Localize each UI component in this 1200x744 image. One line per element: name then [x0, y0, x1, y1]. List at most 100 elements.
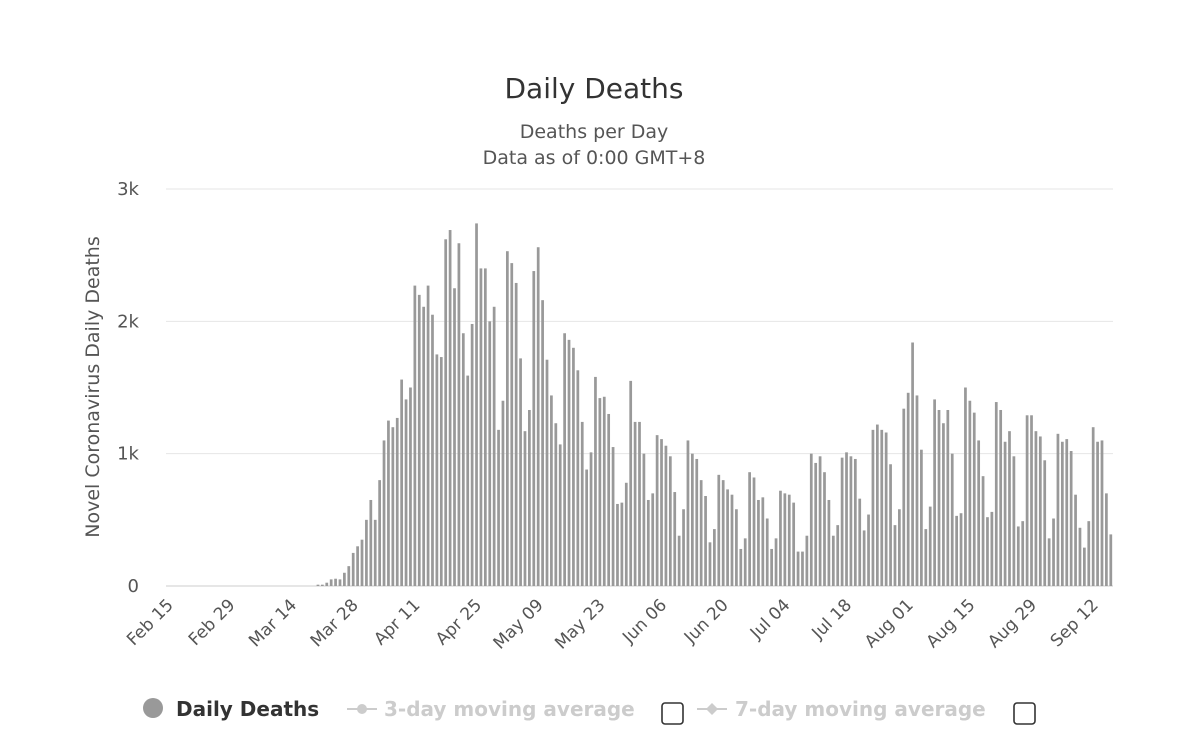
bar	[757, 499, 760, 586]
bar	[937, 409, 941, 586]
bar	[567, 339, 571, 586]
bar	[572, 347, 575, 586]
bars	[316, 223, 1113, 587]
bar	[906, 392, 910, 586]
bar	[655, 435, 659, 586]
bar	[651, 493, 655, 586]
bar	[387, 420, 390, 586]
legend-item-3-day-average[interactable]: 3-day moving average	[347, 697, 635, 721]
bar	[1012, 456, 1016, 586]
y-axis-ticks: 0 1k 2k 3k	[117, 179, 139, 597]
bar	[431, 314, 434, 586]
bar	[470, 323, 474, 586]
legend-item-7-day-average[interactable]: 7-day moving average	[697, 697, 986, 721]
bar	[633, 421, 637, 586]
bar	[959, 513, 963, 586]
bar	[884, 432, 888, 586]
bar	[1087, 521, 1091, 586]
bar	[1100, 440, 1104, 586]
bar	[761, 497, 765, 586]
bar	[563, 333, 566, 586]
bar	[598, 398, 602, 586]
bar	[836, 525, 840, 586]
bar	[792, 502, 796, 586]
bar	[809, 453, 813, 586]
bar	[955, 515, 959, 586]
bar	[426, 285, 430, 586]
bar	[616, 503, 619, 586]
x-tick-label: Feb 29	[185, 595, 240, 650]
bar	[642, 453, 646, 586]
legend-label-3-day-average: 3-day moving average	[384, 697, 635, 721]
bar	[853, 458, 857, 586]
x-tick-label: Sep 12	[1047, 595, 1103, 651]
bar	[1021, 521, 1025, 586]
bar	[695, 458, 699, 586]
bar	[686, 440, 690, 586]
bar	[708, 542, 712, 586]
bar	[690, 453, 694, 586]
bar	[730, 494, 734, 586]
bar	[488, 321, 492, 586]
x-axis-ticks: Feb 15 Feb 29 Mar 14 Mar 28 Apr 11 Apr 25 May …	[123, 595, 1103, 653]
bar	[677, 535, 681, 586]
bar	[611, 447, 615, 586]
bar	[435, 354, 439, 586]
bar	[457, 243, 461, 587]
bar	[351, 552, 355, 586]
bar	[721, 480, 725, 586]
bar	[818, 456, 822, 586]
checkbox-7-day-average[interactable]	[1013, 702, 1036, 725]
bar	[550, 395, 553, 586]
bar	[765, 518, 769, 586]
bar	[378, 480, 381, 586]
bar	[748, 472, 751, 586]
bar	[889, 464, 892, 586]
bar	[523, 431, 527, 586]
bar	[1003, 441, 1007, 586]
bar	[1096, 441, 1099, 586]
bar	[558, 444, 562, 586]
bar	[831, 535, 835, 586]
bar	[646, 499, 650, 586]
bar	[986, 517, 989, 586]
bar	[1078, 527, 1082, 586]
bar	[448, 230, 452, 587]
bar	[422, 306, 426, 586]
x-tick-label: Apr 25	[432, 595, 486, 649]
legend-item-daily-deaths[interactable]: Daily Deaths	[143, 697, 319, 721]
bar	[325, 582, 329, 586]
bar	[726, 489, 729, 586]
bar	[395, 417, 399, 586]
bar	[607, 413, 611, 586]
bar	[717, 474, 721, 586]
bar	[827, 499, 831, 586]
bar	[972, 412, 976, 586]
bar	[1105, 493, 1108, 586]
bar	[1060, 441, 1064, 586]
bar	[1065, 439, 1069, 586]
bar	[369, 499, 373, 586]
bar	[413, 285, 417, 586]
y-tick-label: 0	[128, 576, 139, 597]
x-tick-label: May 09	[490, 595, 548, 653]
bar	[867, 514, 870, 586]
bar	[347, 566, 351, 586]
bar	[501, 400, 505, 586]
bar	[320, 584, 324, 586]
bar	[466, 375, 470, 586]
bar	[602, 396, 606, 586]
chart-subtitle-line-1: Deaths per Day	[520, 121, 669, 143]
bar	[845, 452, 848, 586]
bar	[505, 251, 509, 587]
bar	[439, 357, 443, 586]
bar	[444, 239, 448, 586]
bar	[950, 453, 954, 586]
bar	[823, 472, 826, 586]
bar	[1038, 436, 1042, 586]
bar	[365, 519, 368, 586]
bar	[409, 387, 412, 586]
bar	[770, 548, 774, 586]
bar	[871, 429, 875, 586]
checkbox-3-day-average[interactable]	[661, 702, 684, 725]
